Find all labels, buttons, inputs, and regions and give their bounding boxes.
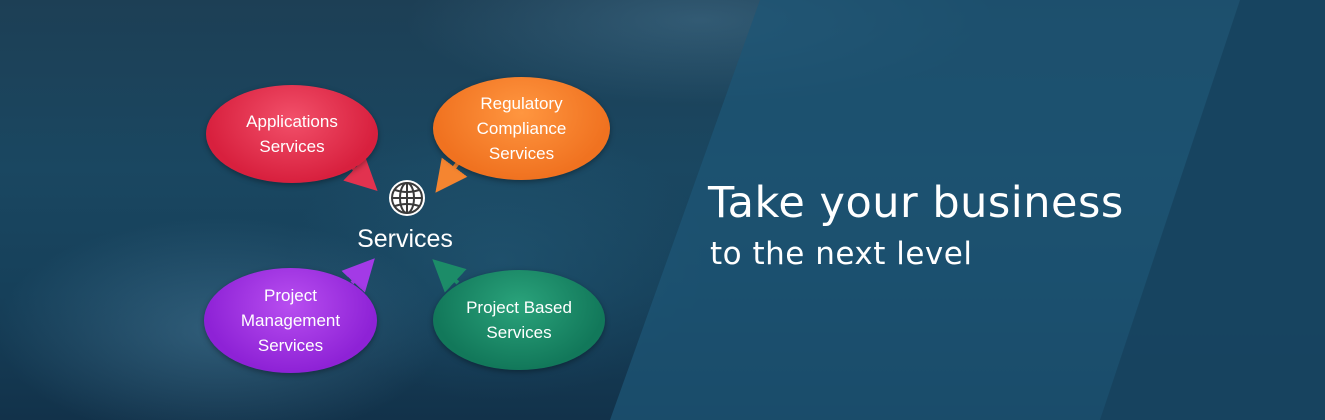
project-management-label: Project Management Services bbox=[240, 286, 341, 355]
project-based-bubble: Project Based Services bbox=[433, 270, 605, 370]
globe-icon bbox=[389, 180, 425, 216]
applications-services-bubble: Applications Services bbox=[206, 85, 378, 183]
headline: Take your business bbox=[708, 178, 1124, 228]
regulatory-compliance-label: Regulatory Compliance Services bbox=[476, 94, 567, 163]
arrow-project-management bbox=[341, 258, 375, 293]
applications-services-label: Applications Services bbox=[246, 112, 338, 156]
subheadline: to the next level bbox=[710, 236, 973, 272]
project-management-bubble: Project Management Services bbox=[204, 268, 377, 373]
regulatory-compliance-bubble: Regulatory Compliance Services bbox=[433, 77, 610, 180]
project-based-label: Project Based Services bbox=[466, 298, 572, 342]
arrow-project-based bbox=[432, 259, 467, 293]
services-center-label: Services bbox=[357, 225, 453, 253]
